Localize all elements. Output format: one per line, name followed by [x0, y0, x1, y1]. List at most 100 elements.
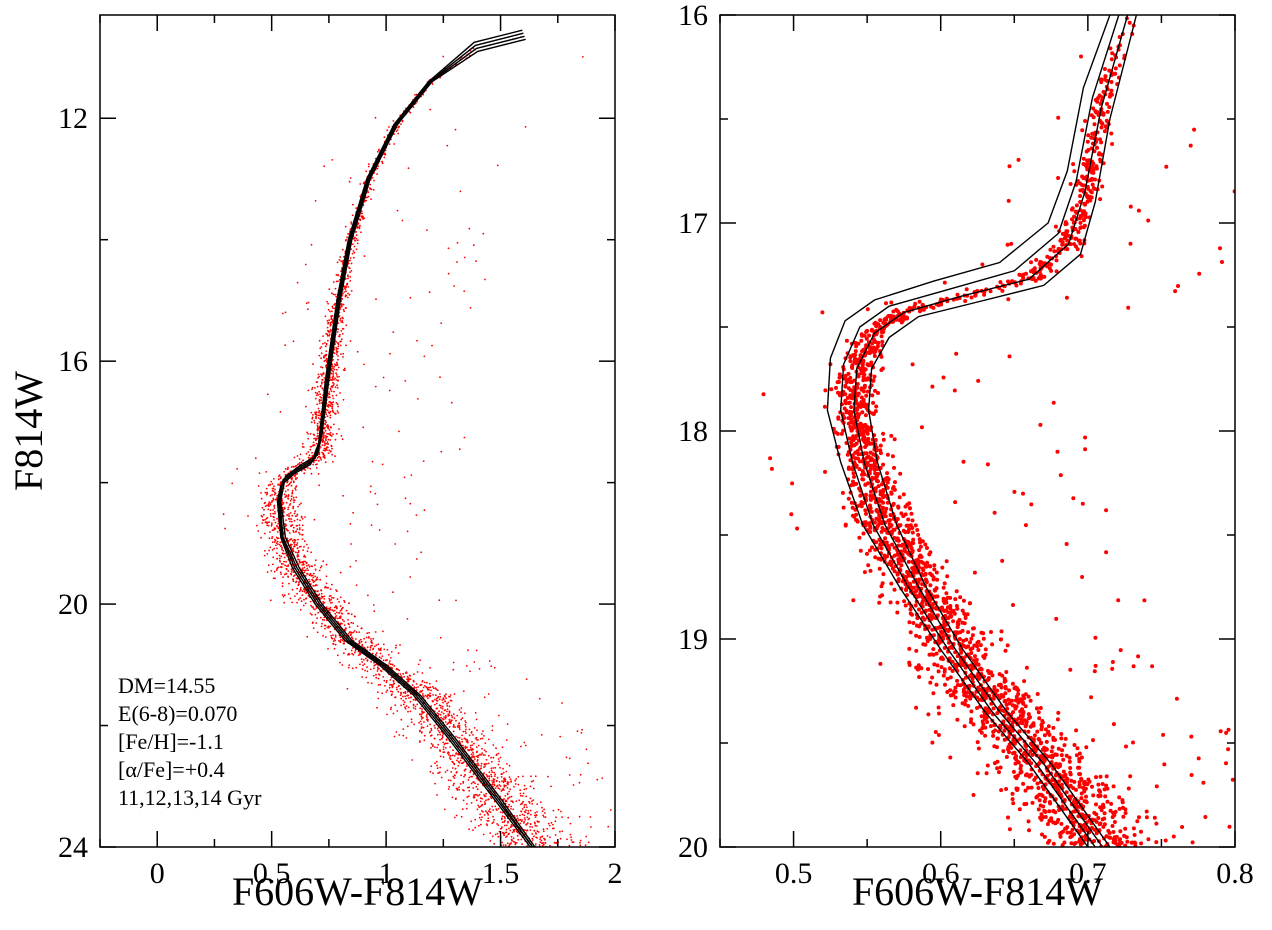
star-point — [374, 645, 376, 648]
star-point — [355, 560, 357, 562]
star-point — [323, 444, 326, 447]
star-point — [477, 804, 480, 807]
star-point — [481, 737, 484, 740]
star-point — [456, 714, 459, 717]
star-point — [550, 785, 552, 788]
star-point — [306, 562, 308, 564]
star-point — [1109, 88, 1114, 93]
star-point — [317, 611, 319, 614]
star-point — [504, 778, 507, 781]
star-point — [377, 697, 380, 700]
star-point — [286, 514, 289, 517]
star-point — [480, 733, 483, 735]
star-point — [502, 844, 505, 846]
star-point — [372, 648, 374, 651]
star-point — [365, 657, 367, 660]
star-point — [390, 651, 393, 653]
star-point — [423, 509, 426, 512]
star-point — [908, 630, 913, 635]
star-point — [462, 782, 465, 784]
star-point — [493, 666, 496, 669]
star-point — [422, 460, 425, 462]
star-point — [417, 663, 420, 666]
star-point — [502, 771, 505, 774]
star-point — [963, 299, 968, 303]
star-point — [1024, 801, 1029, 806]
star-point — [391, 690, 394, 693]
star-point — [472, 753, 475, 755]
star-point — [336, 598, 339, 600]
star-point — [367, 195, 370, 198]
star-point — [503, 821, 506, 823]
star-point — [851, 471, 856, 476]
star-point — [332, 640, 335, 642]
star-point — [329, 387, 332, 390]
star-point — [380, 657, 383, 660]
star-point — [491, 805, 494, 808]
star-point — [867, 548, 872, 553]
star-point — [412, 106, 415, 108]
star-point — [370, 638, 372, 640]
star-point — [484, 765, 486, 767]
star-point — [337, 345, 340, 348]
star-point — [323, 616, 326, 619]
star-point — [392, 683, 395, 686]
star-point — [523, 814, 526, 817]
star-point — [366, 660, 369, 662]
star-point — [348, 612, 350, 615]
star-point — [395, 731, 398, 733]
star-point — [458, 722, 460, 725]
star-point — [264, 491, 267, 494]
star-point — [888, 600, 893, 605]
star-point — [298, 590, 301, 593]
star-point — [332, 634, 334, 637]
star-point — [628, 804, 630, 806]
star-point — [524, 744, 527, 747]
star-point — [287, 570, 290, 573]
star-point — [347, 286, 350, 288]
star-point — [331, 583, 333, 586]
star-point — [326, 435, 329, 438]
star-point — [845, 395, 850, 400]
star-point — [294, 515, 297, 517]
star-point — [488, 771, 491, 774]
star-point — [578, 781, 581, 784]
star-point — [477, 756, 479, 759]
star-point — [312, 576, 315, 579]
star-point — [579, 841, 581, 844]
star-point — [326, 432, 328, 435]
star-point — [339, 571, 342, 574]
star-point — [607, 825, 610, 828]
star-point — [341, 607, 343, 610]
star-point — [436, 689, 439, 692]
star-point — [366, 666, 368, 668]
star-point — [1006, 198, 1011, 203]
star-point — [351, 214, 354, 217]
star-point — [283, 573, 286, 576]
star-point — [492, 767, 495, 769]
star-point — [281, 582, 284, 585]
star-point — [440, 322, 443, 324]
star-point — [328, 595, 331, 597]
star-point — [292, 529, 295, 532]
star-point — [292, 499, 295, 501]
star-point — [391, 666, 393, 669]
star-point — [466, 803, 468, 805]
star-point — [444, 700, 447, 703]
star-point — [392, 331, 395, 333]
star-point — [339, 340, 341, 343]
star-point — [498, 788, 501, 790]
star-point — [543, 839, 546, 841]
star-point — [298, 527, 301, 529]
star-point — [483, 696, 486, 699]
star-point — [496, 779, 498, 782]
star-point — [570, 836, 573, 839]
star-point — [968, 720, 973, 725]
star-point — [329, 588, 332, 591]
star-point — [873, 388, 877, 393]
star-point — [333, 352, 336, 354]
star-point — [907, 620, 912, 625]
star-point — [976, 746, 981, 751]
star-point — [920, 582, 925, 587]
